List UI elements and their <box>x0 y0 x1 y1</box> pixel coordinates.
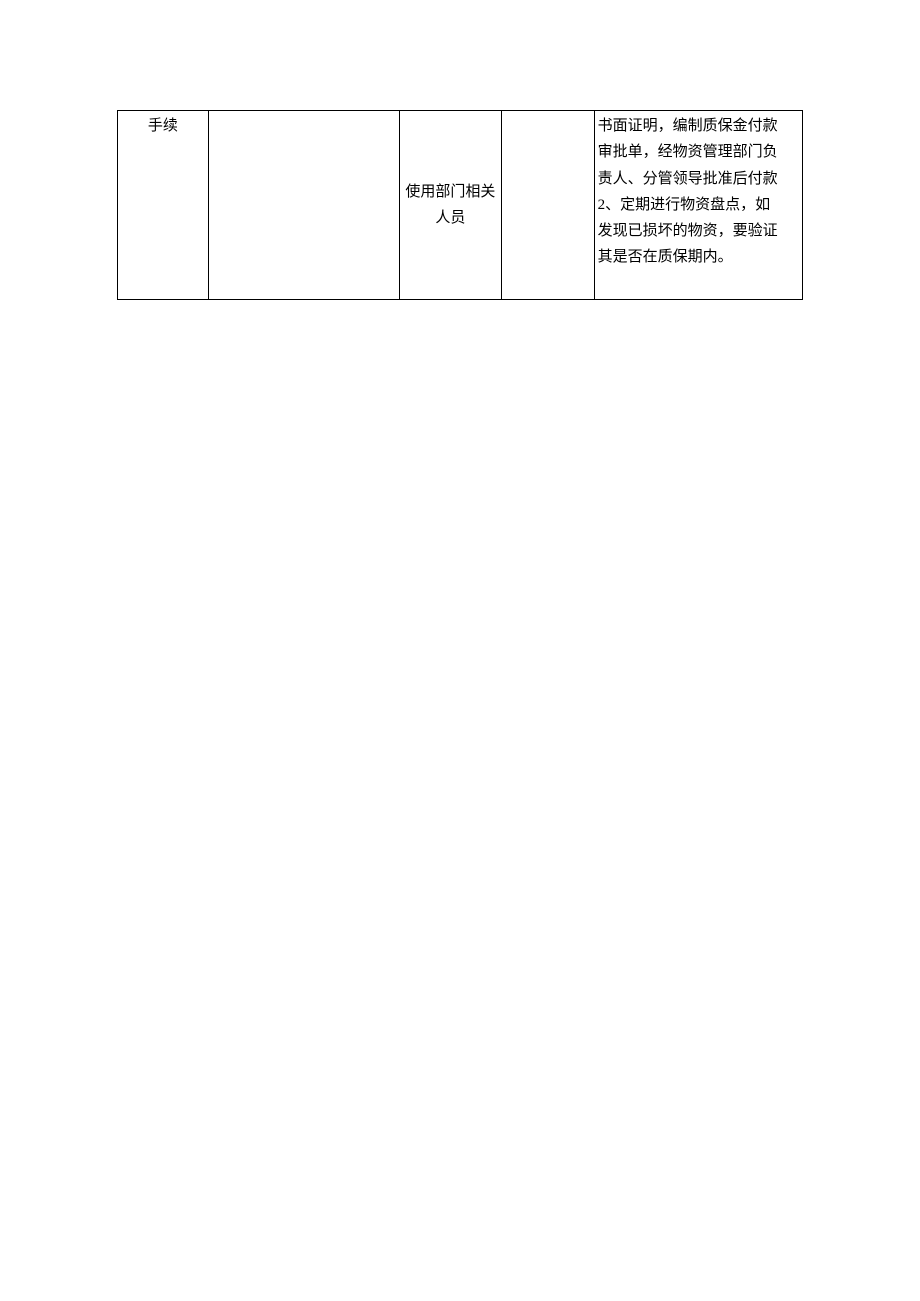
cell-procedure: 手续 <box>118 111 209 300</box>
desc-line <box>598 271 799 297</box>
cell-empty-2 <box>501 111 594 300</box>
desc-line: 2、定期进行物资盘点，如 <box>598 192 799 218</box>
cell-text: 手续 <box>148 118 178 134</box>
desc-line: 审批单，经物资管理部门负 <box>598 139 799 165</box>
cell-personnel: 使用部门相关人员 <box>400 111 502 300</box>
document-page: 手续 使用部门相关人员 书面证明，编制质保金付款 审批单，经物资管理部门负 责人… <box>0 0 920 300</box>
data-table: 手续 使用部门相关人员 书面证明，编制质保金付款 审批单，经物资管理部门负 责人… <box>117 110 803 300</box>
desc-line: 书面证明，编制质保金付款 <box>598 113 799 139</box>
table-row: 手续 使用部门相关人员 书面证明，编制质保金付款 审批单，经物资管理部门负 责人… <box>118 111 803 300</box>
desc-line: 其是否在质保期内。 <box>598 244 799 270</box>
desc-line: 发现已损坏的物资，要验证 <box>598 218 799 244</box>
desc-line: 责人、分管领导批准后付款 <box>598 166 799 192</box>
cell-text: 使用部门相关人员 <box>405 184 495 226</box>
cell-description: 书面证明，编制质保金付款 审批单，经物资管理部门负 责人、分管领导批准后付款 2… <box>594 111 802 300</box>
cell-empty-1 <box>208 111 399 300</box>
